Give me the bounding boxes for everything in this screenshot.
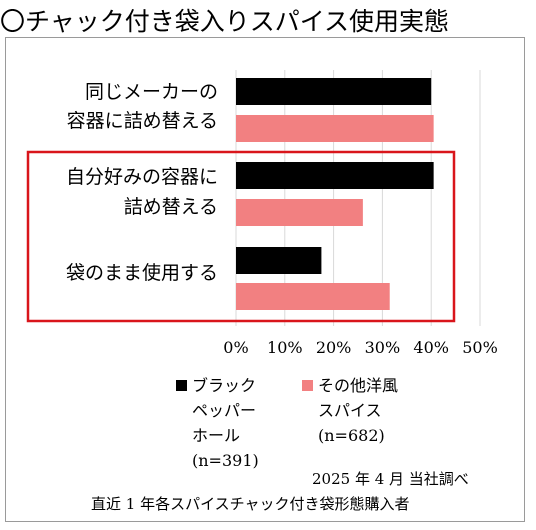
bar-black-pepper-0 (236, 78, 432, 105)
legend-label: ホール (192, 426, 240, 445)
legend-swatch (176, 380, 187, 391)
sample-description-note: 直近 1 年各スパイスチャック付き袋形態購入者 (91, 495, 410, 513)
legend-label: (n=682) (318, 426, 385, 445)
category-label: 同じメーカーの (85, 81, 218, 103)
x-tick-label: 40% (413, 338, 449, 357)
page-title: 〇チャック付き袋入りスパイス使用実態 (0, 7, 450, 36)
legend-label: ペッパー (192, 401, 256, 420)
category-label: 容器に詰め替える (67, 110, 218, 132)
survey-date-note: 2025 年 4 月 当社調べ (312, 470, 469, 488)
bar-black-pepper-1 (236, 162, 434, 189)
legend-label: ブラック (192, 376, 256, 395)
x-tick-label: 10% (267, 338, 303, 357)
category-label: 詰め替える (124, 196, 218, 218)
highlight-box (26, 150, 456, 323)
bar-other-spice-0 (236, 115, 434, 142)
legend-label: その他洋風 (318, 376, 398, 395)
category-label: 袋のまま使用する (66, 262, 218, 284)
legend-label: (n=391) (192, 451, 259, 470)
legend-swatch (302, 380, 313, 391)
x-tick-label: 0% (223, 338, 248, 357)
chart-frame (5, 37, 525, 522)
x-tick-label: 50% (462, 338, 498, 357)
category-label: 自分好みの容器に (66, 166, 218, 188)
bar-other-spice-2 (236, 283, 390, 310)
bar-other-spice-1 (236, 199, 363, 226)
x-tick-label: 20% (316, 338, 352, 357)
legend-label: スパイス (318, 401, 382, 420)
bar-black-pepper-2 (236, 247, 322, 274)
x-tick-label: 30% (365, 338, 401, 357)
